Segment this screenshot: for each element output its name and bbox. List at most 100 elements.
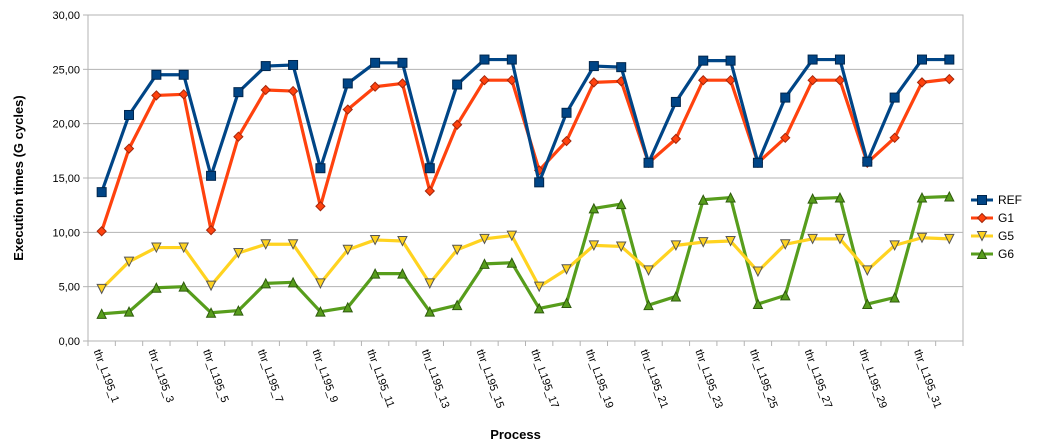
series-ref-point [807, 54, 818, 65]
series-g5 [96, 230, 955, 295]
x-axis-ticks: thr_L195_1 thr_L195_3 thr_L195_5 thr_L195_7… [87, 341, 964, 410]
x-tick-label: thr_L195_9 [310, 348, 340, 404]
series-g6-point [944, 190, 955, 202]
series-g1-point [260, 84, 271, 96]
legend-label-ref: REF [998, 193, 1022, 207]
series-ref-point [397, 57, 408, 68]
series-g6-point [424, 306, 436, 317]
y-tick-label: 20,00 [52, 119, 80, 131]
series-g6-point [697, 194, 709, 205]
series-ref-point [260, 61, 271, 72]
series-g5-point [479, 233, 490, 245]
series-g5-point [260, 239, 272, 250]
series-g6-point [205, 307, 217, 318]
series-ref-point [889, 92, 900, 103]
series-g6-point [233, 304, 244, 316]
series-g1-point [561, 135, 572, 147]
legend-marker-g6 [976, 248, 988, 259]
series-g1-point [233, 131, 244, 142]
x-tick-label: thr_L195_5 [200, 348, 230, 404]
x-axis-title: Process [490, 427, 541, 442]
series-g6-point [725, 191, 736, 203]
series-g1-point [178, 89, 189, 100]
series-g1-point [287, 85, 299, 97]
series-ref-point [96, 187, 107, 198]
legend-label-g6: G6 [998, 247, 1014, 261]
series-g6-point [752, 298, 764, 310]
series-g6-point [807, 193, 818, 204]
series-ref-point [452, 79, 463, 90]
series-g5-point [725, 236, 736, 247]
series-g1-point [123, 143, 135, 154]
x-tick-label: thr_L195_7 [255, 348, 285, 404]
y-tick-label: 0,00 [59, 336, 80, 348]
series-g5-point [779, 239, 791, 250]
series-g6-point [151, 282, 162, 293]
series-ref [96, 54, 955, 198]
series-g6-point [451, 299, 463, 311]
series-g1-point [780, 132, 791, 144]
series-ref-point [315, 163, 326, 174]
series-g6-point [834, 191, 846, 203]
series-g6-point [861, 298, 873, 310]
series-g1-point [479, 74, 490, 86]
legend: REF G1 G5 G6 [971, 193, 1022, 261]
series-ref-point [643, 157, 654, 168]
series-g5-point [916, 232, 928, 244]
y-tick-label: 25,00 [52, 64, 80, 76]
x-tick-label: thr_L195_27 [802, 348, 834, 410]
series-g5-point [342, 244, 354, 256]
series-ref-point [862, 156, 873, 167]
series-g6-point [479, 258, 490, 269]
x-tick-label: thr_L195_29 [856, 348, 888, 410]
series-g6-point [643, 299, 654, 311]
series-g5-point [889, 240, 900, 251]
x-tick-label: thr_L195_19 [583, 348, 615, 410]
series-g1-line [100, 77, 950, 232]
series-g1-point [889, 132, 900, 144]
x-tick-label: thr_L195_21 [638, 348, 670, 410]
series-g5-point [944, 233, 955, 245]
series-g1-point [342, 104, 353, 115]
series-g1-point [205, 224, 217, 236]
series-ref-point [780, 92, 791, 103]
series-g6 [96, 190, 955, 319]
series-ref-point [342, 78, 353, 89]
series-ref-point [151, 69, 162, 80]
series-ref-point [616, 62, 627, 73]
y-tick-label: 10,00 [52, 227, 80, 239]
y-tick-label: 15,00 [52, 173, 80, 185]
series-ref-point [178, 69, 189, 80]
series-g5-point [807, 233, 818, 245]
series-g6-point [670, 290, 682, 302]
x-tick-label: thr_L195_3 [146, 348, 176, 404]
series-g5-point [670, 240, 682, 251]
series-ref-point [233, 87, 244, 98]
series-ref-point [588, 61, 599, 72]
y-axis-ticks: 0,00 5,00 10,00 15,00 20,00 25,00 30,00 [52, 10, 88, 348]
series-ref-point [670, 96, 681, 107]
series-g6-point [178, 281, 190, 292]
series-g5-point [697, 237, 709, 248]
x-tick-label: thr_L195_31 [911, 348, 943, 410]
series-g1-point [725, 74, 736, 86]
series-g6-point [315, 306, 326, 317]
series-ref-point [206, 170, 217, 181]
series-g5-point [561, 264, 572, 275]
series-g6-point [96, 308, 107, 319]
legend-item-g5: G5 [971, 229, 1014, 243]
series-g5-point [96, 283, 107, 295]
legend-marker-g5 [976, 231, 988, 242]
legend-label-g1: G1 [998, 211, 1014, 225]
x-tick-label: thr_L195_15 [474, 348, 506, 410]
series-g1-point [397, 78, 408, 89]
series-ref-point [752, 157, 763, 168]
series-g5-point [643, 265, 654, 276]
series-ref-point [370, 57, 381, 68]
series-ref-point [424, 163, 435, 174]
series-g6-point [506, 257, 518, 268]
y-axis-title: Execution times (G cycles) [11, 95, 26, 260]
legend-item-ref: REF [971, 193, 1022, 207]
series-g6-point [561, 297, 572, 308]
series-g5-point [369, 234, 381, 246]
